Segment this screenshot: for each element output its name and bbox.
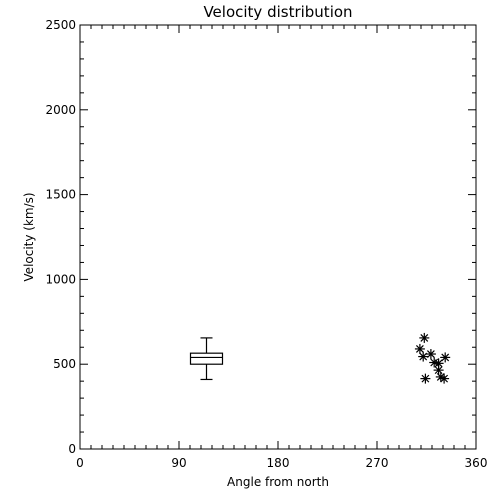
data-point xyxy=(439,373,450,384)
data-point xyxy=(420,373,431,384)
y-tick-label: 2500 xyxy=(45,18,76,32)
point-stroke xyxy=(430,358,439,367)
data-point xyxy=(418,351,429,362)
plot-frame xyxy=(79,24,477,450)
box-plot xyxy=(189,337,224,381)
point-stroke xyxy=(436,372,445,381)
y-tick-label: 1000 xyxy=(45,272,76,286)
data-point xyxy=(414,343,425,354)
point-stroke xyxy=(421,374,430,383)
data-point xyxy=(419,332,430,343)
y-tick-label: 2000 xyxy=(45,103,76,117)
point-stroke xyxy=(419,352,428,361)
x-tick-label: 180 xyxy=(267,456,290,470)
x-tick-label: 360 xyxy=(465,456,488,470)
x-tick-label: 0 xyxy=(76,456,84,470)
point-stroke xyxy=(420,333,429,342)
y-tick-label: 0 xyxy=(68,442,76,456)
axis-ticks: 0 90 180 270 360 0 500 1000 1500 2000 2500 xyxy=(45,18,487,470)
data-marks xyxy=(189,332,451,384)
y-tick-label: 500 xyxy=(53,357,76,371)
data-point xyxy=(440,352,451,363)
box-iqr xyxy=(189,352,224,365)
point-stroke xyxy=(415,345,424,353)
y-tick-label: 1500 xyxy=(45,188,76,202)
point-stroke xyxy=(440,374,449,383)
point-stroke xyxy=(434,359,443,368)
chart-title: Velocity distribution xyxy=(203,3,352,21)
y-axis-label: Velocity (km/s) xyxy=(22,192,36,281)
point-stroke xyxy=(441,353,450,362)
point-stroke xyxy=(426,350,435,358)
data-point xyxy=(433,365,444,376)
point-stroke xyxy=(434,366,443,375)
x-tick-label: 270 xyxy=(366,456,389,470)
x-axis-label: Angle from north xyxy=(227,475,329,489)
x-tick-label: 90 xyxy=(171,456,186,470)
data-point xyxy=(425,349,436,360)
